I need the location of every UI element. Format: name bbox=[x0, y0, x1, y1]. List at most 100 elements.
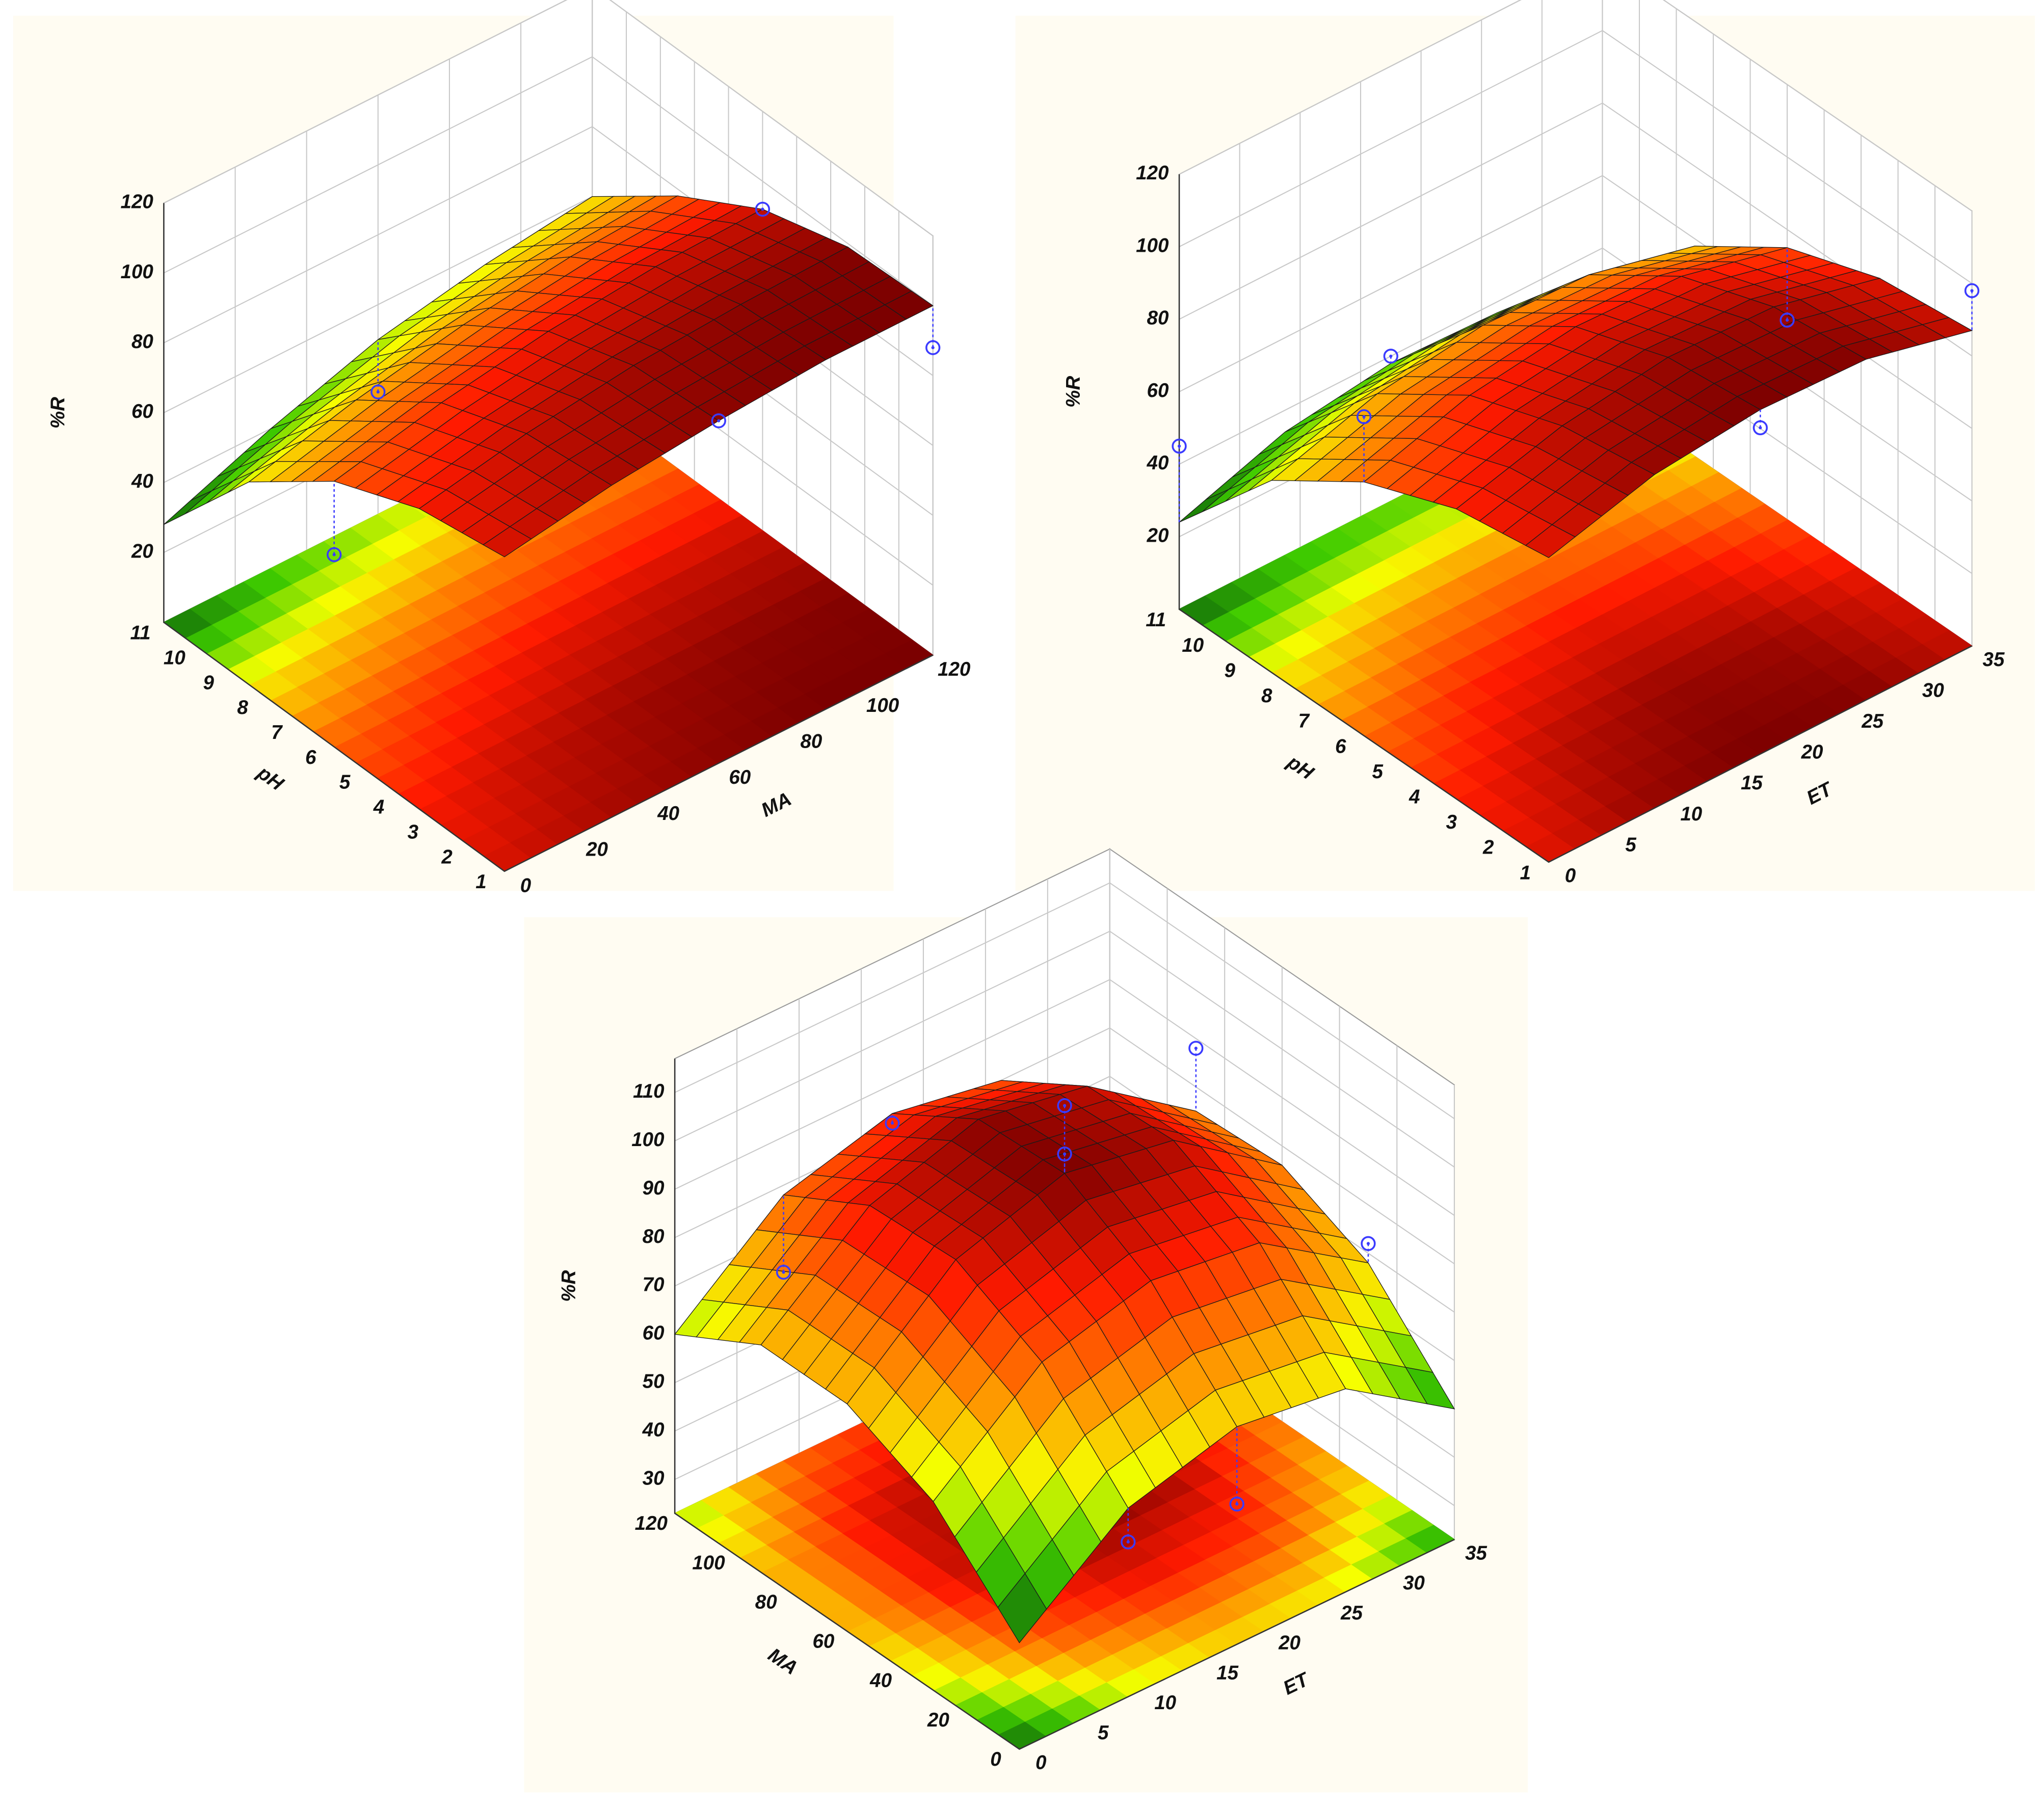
y-tick-label: 0 bbox=[1565, 865, 1576, 887]
z-tick-label: 100 bbox=[631, 1129, 665, 1151]
data-point-center bbox=[1785, 318, 1789, 322]
data-point bbox=[1229, 1496, 1244, 1512]
data-point bbox=[1780, 312, 1795, 328]
surface-cell bbox=[997, 1573, 1047, 1643]
z-tick-label: 80 bbox=[131, 331, 153, 353]
y-tick-label: 25 bbox=[1861, 710, 1883, 732]
z-tick-label: 40 bbox=[131, 470, 153, 492]
x-tick-label: 60 bbox=[812, 1631, 834, 1653]
axis-edge bbox=[674, 1058, 1455, 1750]
data-point-center bbox=[890, 1121, 894, 1125]
x-tick-label: 9 bbox=[203, 672, 214, 694]
y-tick-label: 40 bbox=[657, 803, 679, 825]
y-tick-label: 0 bbox=[1036, 1752, 1047, 1774]
z-axis-label: %R bbox=[47, 397, 69, 429]
y-tick-label: 120 bbox=[938, 658, 971, 680]
y-tick-label: 35 bbox=[1983, 649, 2005, 671]
z-tick-label: 120 bbox=[1136, 162, 1169, 184]
z-tick-label: 40 bbox=[642, 1419, 665, 1441]
data-point-center bbox=[717, 419, 721, 422]
y-tick-label: 80 bbox=[800, 730, 822, 752]
x-tick-label: 11 bbox=[1146, 609, 1166, 631]
z-tick-label: 100 bbox=[1136, 234, 1169, 256]
z-tick-label: 120 bbox=[121, 191, 154, 213]
x-tick-label: 0 bbox=[990, 1748, 1001, 1770]
y-tick-label: 20 bbox=[1801, 741, 1823, 763]
x-tick-label: 2 bbox=[1482, 837, 1494, 859]
data-point-center bbox=[1366, 1242, 1370, 1245]
z-tick-label: 60 bbox=[1147, 380, 1169, 402]
z-tick-label: 20 bbox=[1147, 524, 1169, 546]
x-tick-label: 11 bbox=[130, 622, 151, 644]
data-point-center bbox=[1063, 1152, 1067, 1156]
data-point-center bbox=[1389, 354, 1393, 358]
data-point bbox=[885, 1116, 900, 1131]
z-tick-label: 80 bbox=[1147, 307, 1169, 329]
y-tick-label: 35 bbox=[1465, 1542, 1487, 1564]
x-tick-label: 80 bbox=[755, 1591, 777, 1613]
data-point bbox=[1172, 438, 1187, 454]
surface-cell bbox=[482, 526, 532, 557]
z-tick-label: 20 bbox=[131, 540, 153, 562]
data-point-center bbox=[1235, 1502, 1239, 1506]
data-point bbox=[776, 1264, 791, 1280]
x-tick-label: 40 bbox=[869, 1670, 892, 1692]
x-tick-label: 20 bbox=[927, 1709, 949, 1731]
grid-line bbox=[1179, 0, 1973, 211]
data-point bbox=[711, 413, 726, 429]
x-tick-label: 120 bbox=[635, 1512, 668, 1534]
x-tick-label: 4 bbox=[1409, 786, 1420, 808]
data-point-center bbox=[376, 390, 380, 394]
axis-edge bbox=[1178, 174, 1973, 863]
z-tick-label: 40 bbox=[1147, 452, 1169, 474]
data-point bbox=[370, 384, 386, 400]
z-tick-label: 110 bbox=[633, 1080, 665, 1102]
y-tick-label: 0 bbox=[520, 874, 532, 896]
x-tick-label: 3 bbox=[1446, 811, 1457, 833]
x-tick-label: 6 bbox=[1335, 735, 1346, 757]
z-axis-label: %R bbox=[558, 1270, 580, 1302]
z-tick-label: 80 bbox=[643, 1226, 665, 1247]
data-point-center bbox=[782, 1270, 785, 1274]
z-tick-label: 100 bbox=[121, 261, 154, 283]
y-tick-label: 5 bbox=[1098, 1722, 1109, 1744]
x-tick-label: 8 bbox=[237, 697, 248, 719]
x-tick-label: 5 bbox=[1372, 761, 1384, 783]
x-tick-label: 5 bbox=[339, 772, 351, 793]
z-tick-label: 70 bbox=[643, 1274, 665, 1296]
z-tick-label: 50 bbox=[643, 1371, 665, 1393]
x-tick-label: 2 bbox=[441, 846, 453, 868]
data-point-center bbox=[1362, 415, 1366, 418]
axis-edge bbox=[163, 203, 934, 872]
y-tick-label: 20 bbox=[586, 839, 608, 861]
x-tick-label: 1 bbox=[1520, 862, 1531, 884]
y-tick-label: 30 bbox=[1922, 679, 1944, 701]
x-tick-label: 6 bbox=[305, 747, 316, 768]
x-tick-label: 7 bbox=[271, 722, 283, 743]
x-tick-label: 1 bbox=[475, 871, 486, 893]
x-tick-label: 10 bbox=[1182, 634, 1204, 656]
surface-cell bbox=[1525, 524, 1576, 559]
y-tick-label: 20 bbox=[1278, 1632, 1300, 1654]
x-tick-label: 4 bbox=[373, 796, 384, 818]
x-tick-label: 7 bbox=[1298, 710, 1310, 732]
z-tick-label: 60 bbox=[131, 401, 153, 422]
data-point bbox=[1121, 1534, 1136, 1550]
data-point-center bbox=[1759, 426, 1762, 430]
data-point bbox=[755, 201, 771, 217]
data-point bbox=[1753, 420, 1768, 436]
x-tick-label: 100 bbox=[692, 1552, 725, 1574]
data-point-center bbox=[332, 553, 336, 556]
y-tick-label: 100 bbox=[866, 695, 899, 716]
x-tick-label: 10 bbox=[164, 647, 185, 669]
data-point-center bbox=[1126, 1540, 1130, 1544]
data-point bbox=[1188, 1041, 1204, 1056]
data-point bbox=[1361, 1236, 1376, 1251]
z-tick-label: 90 bbox=[643, 1177, 665, 1199]
data-point-center bbox=[1970, 289, 1974, 293]
z-axis-label: %R bbox=[1063, 376, 1084, 408]
y-tick-label: 15 bbox=[1741, 772, 1763, 794]
x-tick-label: 8 bbox=[1261, 685, 1272, 707]
data-point-center bbox=[1194, 1046, 1198, 1050]
x-tick-label: 9 bbox=[1225, 659, 1236, 681]
